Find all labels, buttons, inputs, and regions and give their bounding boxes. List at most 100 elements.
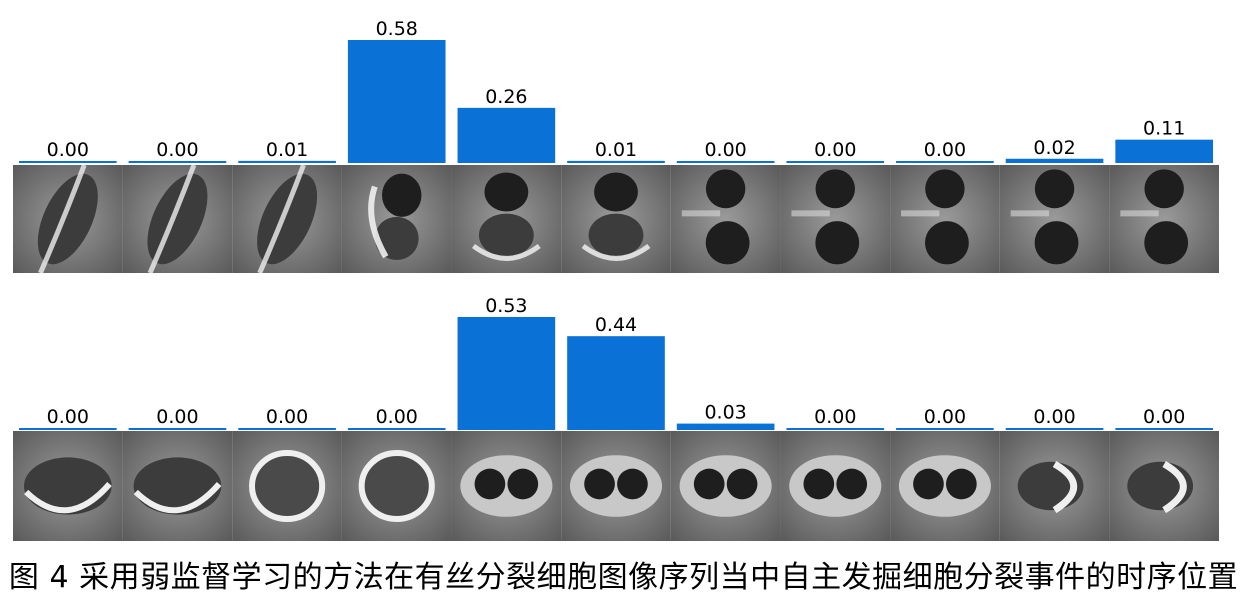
cell-frame bbox=[451, 165, 562, 273]
bar-value-label: 0.44 bbox=[595, 314, 637, 336]
cell-body bbox=[133, 457, 222, 515]
bar-value-label: 0.00 bbox=[376, 406, 418, 428]
bar-chart-2: 0.00 0.00 0.00 0.00 0.53 0.44 0.03 0.00 0.00 0.00… bbox=[13, 295, 1219, 541]
cell-frame bbox=[341, 165, 452, 273]
cell-edge bbox=[257, 165, 306, 273]
cell-edge bbox=[898, 455, 991, 517]
cell-edge bbox=[1010, 210, 1050, 217]
bar-value-label: 0.26 bbox=[485, 86, 527, 108]
cell-edge bbox=[791, 210, 830, 217]
cell-frame bbox=[999, 165, 1110, 273]
cell-edge bbox=[471, 243, 541, 261]
cell-edge bbox=[147, 165, 197, 273]
cell-edge bbox=[679, 455, 772, 517]
cell-edge bbox=[569, 455, 663, 517]
cell-body bbox=[358, 450, 435, 522]
cell-body bbox=[913, 468, 944, 500]
cell-body bbox=[924, 221, 969, 265]
bar-value-label: 0.02 bbox=[1033, 137, 1075, 159]
cell-edge bbox=[38, 165, 87, 273]
cell-body bbox=[249, 450, 326, 522]
bar-value-label: 0.00 bbox=[924, 406, 966, 428]
bar bbox=[128, 161, 227, 163]
cell-body bbox=[474, 468, 506, 500]
cell-body bbox=[1144, 221, 1189, 265]
bar bbox=[896, 428, 994, 430]
cell-image-strip bbox=[13, 431, 1219, 541]
bar bbox=[457, 107, 556, 163]
cell-body bbox=[836, 468, 868, 500]
bar-value-label: 0.00 bbox=[47, 406, 89, 428]
cell-edge bbox=[133, 482, 222, 514]
bar bbox=[567, 336, 665, 430]
bar-chart-1: 0.00 0.00 0.01 0.58 0.26 0.01 0.00 0.00 0.00 0.02… bbox=[13, 18, 1219, 273]
cell-frame bbox=[1109, 431, 1219, 541]
cell-body bbox=[705, 169, 746, 209]
cell-frame bbox=[890, 165, 1000, 273]
bar-value-label: 0.00 bbox=[266, 406, 308, 428]
bar bbox=[347, 40, 446, 163]
cell-frame bbox=[780, 165, 891, 273]
bar bbox=[1005, 428, 1104, 430]
cell-body bbox=[507, 468, 539, 500]
cell-body bbox=[726, 468, 758, 500]
cell-image-strip bbox=[13, 165, 1219, 273]
cell-frame bbox=[122, 431, 233, 541]
cell-edge bbox=[460, 455, 553, 517]
bar-value-label: 0.53 bbox=[485, 295, 527, 317]
bar bbox=[786, 428, 885, 430]
cell-frame bbox=[780, 431, 891, 541]
cell-body bbox=[815, 221, 860, 265]
sequence-panel-2: 0.00 0.00 0.00 0.00 0.53 0.44 0.03 0.00 0.00 0.00… bbox=[0, 290, 1247, 542]
bar bbox=[19, 161, 117, 163]
figure-caption: 图 4 采用弱监督学习的方法在有丝分裂细胞图像序列当中自主发掘细胞分裂事件的时序… bbox=[8, 560, 1239, 595]
cell-frame bbox=[232, 431, 342, 541]
bar-value-label: 0.58 bbox=[376, 18, 418, 40]
bar-value-label: 0.00 bbox=[924, 139, 966, 161]
bar-value-label: 0.11 bbox=[1143, 118, 1185, 140]
bar-value-label: 0.03 bbox=[704, 402, 746, 424]
cell-body bbox=[705, 221, 750, 265]
cell-edge bbox=[789, 455, 882, 517]
bar bbox=[567, 160, 665, 163]
sequence-panel-1: 0.00 0.00 0.01 0.58 0.26 0.01 0.00 0.00 0.00 0.02… bbox=[0, 0, 1247, 276]
cell-body bbox=[478, 213, 534, 257]
bar bbox=[1115, 428, 1213, 430]
cell-frame bbox=[13, 165, 123, 273]
cell-edge bbox=[901, 210, 940, 217]
bar-value-label: 0.00 bbox=[1143, 406, 1185, 428]
cell-edge bbox=[24, 482, 112, 514]
cell-frame bbox=[341, 431, 452, 541]
cell-edge bbox=[1052, 460, 1077, 514]
bar-value-label: 0.00 bbox=[1033, 406, 1075, 428]
cell-frame bbox=[890, 431, 1000, 541]
bar bbox=[457, 317, 556, 430]
cell-frame bbox=[670, 165, 781, 273]
cell-body bbox=[588, 213, 644, 257]
cell-body bbox=[1034, 221, 1079, 265]
cell-body bbox=[381, 173, 422, 217]
bar-value-label: 0.01 bbox=[595, 139, 637, 161]
bar-value-label: 0.00 bbox=[814, 139, 856, 161]
cell-body bbox=[693, 468, 725, 500]
cell-body bbox=[925, 169, 965, 209]
bar bbox=[896, 161, 994, 163]
cell-frame bbox=[561, 431, 671, 541]
cell-body bbox=[594, 172, 638, 212]
cell-body bbox=[946, 468, 977, 500]
bar bbox=[676, 423, 775, 430]
cell-body bbox=[815, 169, 856, 209]
cell-body bbox=[23, 457, 112, 515]
cell-frame bbox=[122, 165, 233, 273]
bar bbox=[19, 428, 117, 430]
cell-body bbox=[1034, 169, 1075, 209]
cell-body bbox=[584, 468, 615, 500]
cell-frame bbox=[999, 431, 1110, 541]
cell-body bbox=[374, 216, 419, 261]
cell-edge bbox=[581, 243, 651, 261]
bar bbox=[676, 161, 775, 163]
bar bbox=[347, 428, 446, 430]
cell-edge bbox=[1120, 210, 1159, 217]
cell-frame bbox=[1109, 165, 1219, 273]
cell-frame bbox=[232, 165, 342, 273]
